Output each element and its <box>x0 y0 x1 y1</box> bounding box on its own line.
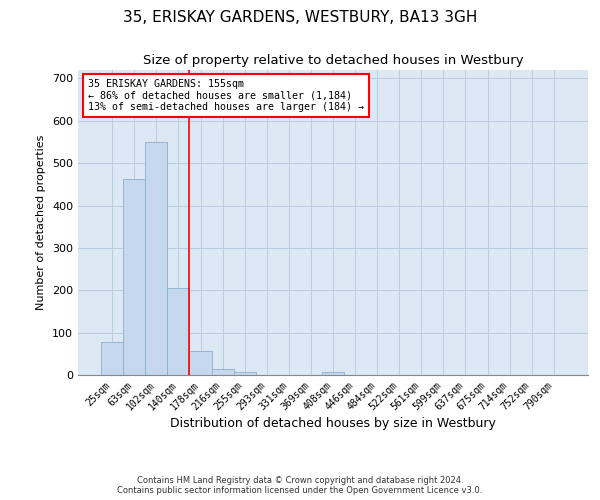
Bar <box>212 369 233 375</box>
X-axis label: Distribution of detached houses by size in Westbury: Distribution of detached houses by size … <box>170 418 496 430</box>
Y-axis label: Number of detached properties: Number of detached properties <box>37 135 46 310</box>
Bar <box>101 342 123 375</box>
Text: 35 ERISKAY GARDENS: 155sqm
← 86% of detached houses are smaller (1,184)
13% of s: 35 ERISKAY GARDENS: 155sqm ← 86% of deta… <box>88 79 364 112</box>
Bar <box>167 288 190 375</box>
Bar <box>145 142 167 375</box>
Bar <box>190 351 212 375</box>
Bar <box>233 372 256 375</box>
Bar <box>123 180 145 375</box>
Text: 35, ERISKAY GARDENS, WESTBURY, BA13 3GH: 35, ERISKAY GARDENS, WESTBURY, BA13 3GH <box>123 10 477 25</box>
Title: Size of property relative to detached houses in Westbury: Size of property relative to detached ho… <box>143 54 523 68</box>
Text: Contains HM Land Registry data © Crown copyright and database right 2024.
Contai: Contains HM Land Registry data © Crown c… <box>118 476 482 495</box>
Bar <box>322 372 344 375</box>
